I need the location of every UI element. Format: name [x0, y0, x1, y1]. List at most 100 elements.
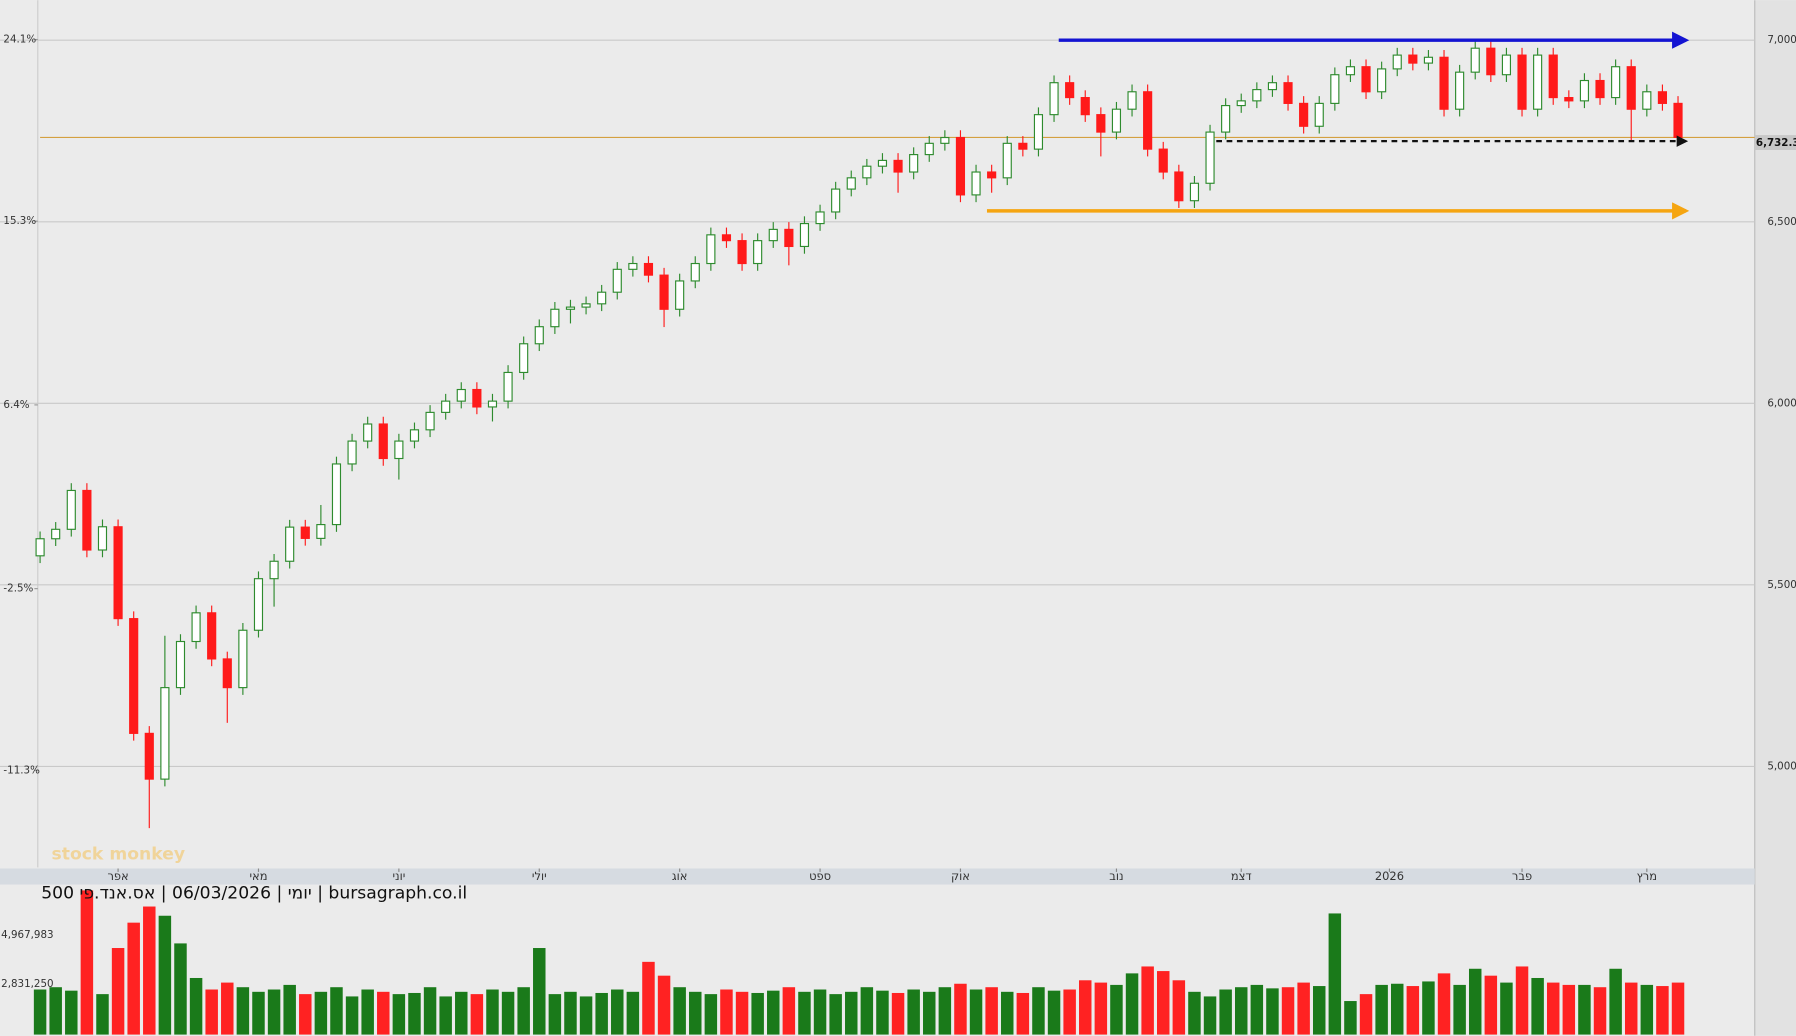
volume-bar [1297, 982, 1310, 1035]
candle-body [222, 658, 232, 689]
y-tick-label: 5,500 [1767, 579, 1796, 591]
x-tick-label: מרץ [1637, 869, 1657, 883]
volume-bar [673, 987, 686, 1035]
candle-body [675, 280, 685, 310]
candle-body [846, 177, 856, 190]
volume-bar [501, 991, 515, 1035]
candle-body [1002, 142, 1012, 179]
candle-body [409, 429, 420, 442]
volume-bar [704, 994, 718, 1035]
volume-bar [595, 992, 608, 1035]
candle-body [300, 526, 310, 539]
volume-bar [1422, 981, 1435, 1035]
x-tick-label: 2026 [1375, 869, 1404, 883]
candle-body [1158, 148, 1168, 173]
volume-bar [1562, 984, 1576, 1035]
candle-body [1657, 91, 1668, 104]
volume-bar [548, 994, 562, 1035]
candle-body [597, 291, 607, 305]
volume-bar [1203, 996, 1217, 1035]
candle-body [643, 262, 654, 276]
x-tick-label: אוג [672, 869, 687, 883]
volume-bar [1141, 966, 1154, 1035]
volume-bar [1468, 968, 1482, 1035]
candle-body [753, 240, 763, 265]
volume-bar [829, 994, 842, 1035]
volume-bar [33, 989, 47, 1035]
volume-bar [1094, 982, 1108, 1035]
volume-bar [1157, 971, 1170, 1035]
candle-body [1626, 66, 1636, 110]
volume-bar [1063, 989, 1076, 1035]
candle-body [1283, 82, 1293, 104]
volume-bar [330, 987, 343, 1035]
volume-bar [1172, 980, 1186, 1035]
volume-bar [1016, 992, 1030, 1035]
volume-bar [876, 990, 889, 1035]
candle-body [472, 388, 482, 408]
candle-body [269, 560, 279, 580]
volume-bar [1484, 975, 1498, 1035]
candle-body [35, 538, 45, 557]
candle-body [799, 223, 810, 248]
candle-body [1611, 66, 1621, 99]
candle-body [1345, 66, 1356, 76]
candle-body [1517, 54, 1527, 110]
candle-body [487, 400, 498, 408]
volume-bar [1250, 984, 1264, 1035]
last-price-box [1754, 135, 1796, 150]
candle-body [955, 136, 966, 196]
volume-bar [1219, 989, 1232, 1035]
volume-bar [111, 948, 125, 1035]
volume-bar [642, 961, 655, 1035]
candle-body [347, 440, 357, 465]
candle-body [1595, 79, 1605, 99]
candle-body [784, 228, 794, 248]
candle-body [862, 165, 872, 179]
candle-body [628, 262, 638, 270]
candle-body [1065, 82, 1075, 99]
volume-bar [423, 987, 437, 1035]
volume-bar [377, 991, 390, 1035]
candle-body [737, 240, 747, 265]
volume-bar [938, 987, 952, 1035]
candle-body [1205, 131, 1215, 184]
volume-bar [891, 992, 905, 1035]
volume-bar [1453, 984, 1466, 1035]
candle-body [1314, 102, 1324, 127]
candle-body [1252, 89, 1262, 102]
volume-bar [65, 990, 78, 1035]
volume-bar [735, 991, 749, 1035]
x-tick-label: אוק [951, 869, 970, 883]
volume-bar [860, 987, 874, 1035]
volume-bar [1671, 982, 1685, 1035]
x-tick-label: דצמ [1231, 869, 1252, 883]
candle-body [378, 423, 388, 460]
candle-body [768, 228, 778, 242]
volume-bar [720, 989, 733, 1035]
candle-body [1673, 102, 1683, 138]
candle-body [144, 732, 154, 780]
volume-bar [564, 991, 577, 1035]
volume-bar [205, 989, 218, 1035]
volume-bar [767, 990, 780, 1035]
candle-body [1361, 66, 1371, 93]
volume-bar [1546, 982, 1560, 1035]
volume-bar [1312, 986, 1326, 1035]
volume-bar [657, 975, 671, 1035]
volume-bar [1375, 984, 1388, 1035]
candle-body [394, 440, 404, 460]
volume-bar [314, 991, 328, 1035]
candle-body [503, 371, 513, 402]
candle-body [1127, 91, 1137, 110]
volume-bar [408, 992, 421, 1035]
y2-tick-label: 24.1% [3, 34, 36, 46]
candle-body [1486, 47, 1496, 76]
y2-tick-label: -2.5% [3, 583, 33, 595]
candle-body [1470, 47, 1480, 73]
x-tick-label: ספט [809, 869, 831, 883]
candle-body [207, 612, 217, 660]
volume-bar [954, 983, 967, 1035]
volume-bar [1531, 977, 1544, 1035]
